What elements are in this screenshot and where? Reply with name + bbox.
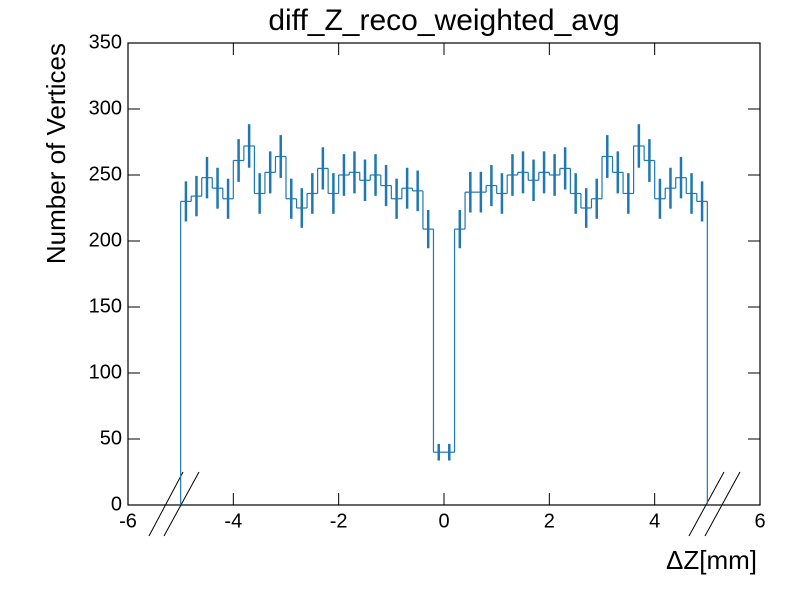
x-tick-label: -2 [330, 510, 348, 532]
x-tick-label: -6 [119, 510, 137, 532]
x-tick-label: 0 [438, 510, 449, 532]
chart-title: diff_Z_reco_weighted_avg [268, 4, 619, 37]
axis-break [148, 471, 741, 537]
x-tick-label: -4 [224, 510, 242, 532]
x-tick-label: 2 [544, 510, 555, 532]
y-tick-label: 0 [111, 493, 122, 515]
x-axis-label: ΔZ[mm] [666, 545, 757, 575]
break-slash [148, 471, 184, 537]
x-tick-label: 4 [649, 510, 660, 532]
y-tick-label: 150 [89, 295, 122, 317]
y-tick-label: 350 [89, 31, 122, 53]
break-slash [688, 471, 725, 537]
y-tick-label: 300 [89, 97, 122, 119]
y-tick-label: 250 [89, 163, 122, 185]
break-slash [704, 471, 741, 537]
y-tick-label: 50 [100, 427, 122, 449]
y-tick-label: 200 [89, 229, 122, 251]
break-slash [163, 471, 200, 537]
plot-frame [127, 42, 761, 506]
x-tick-label: 6 [754, 510, 765, 532]
y-axis-label: Number of Vertices [41, 43, 71, 264]
y-tick-label: 100 [89, 361, 122, 383]
